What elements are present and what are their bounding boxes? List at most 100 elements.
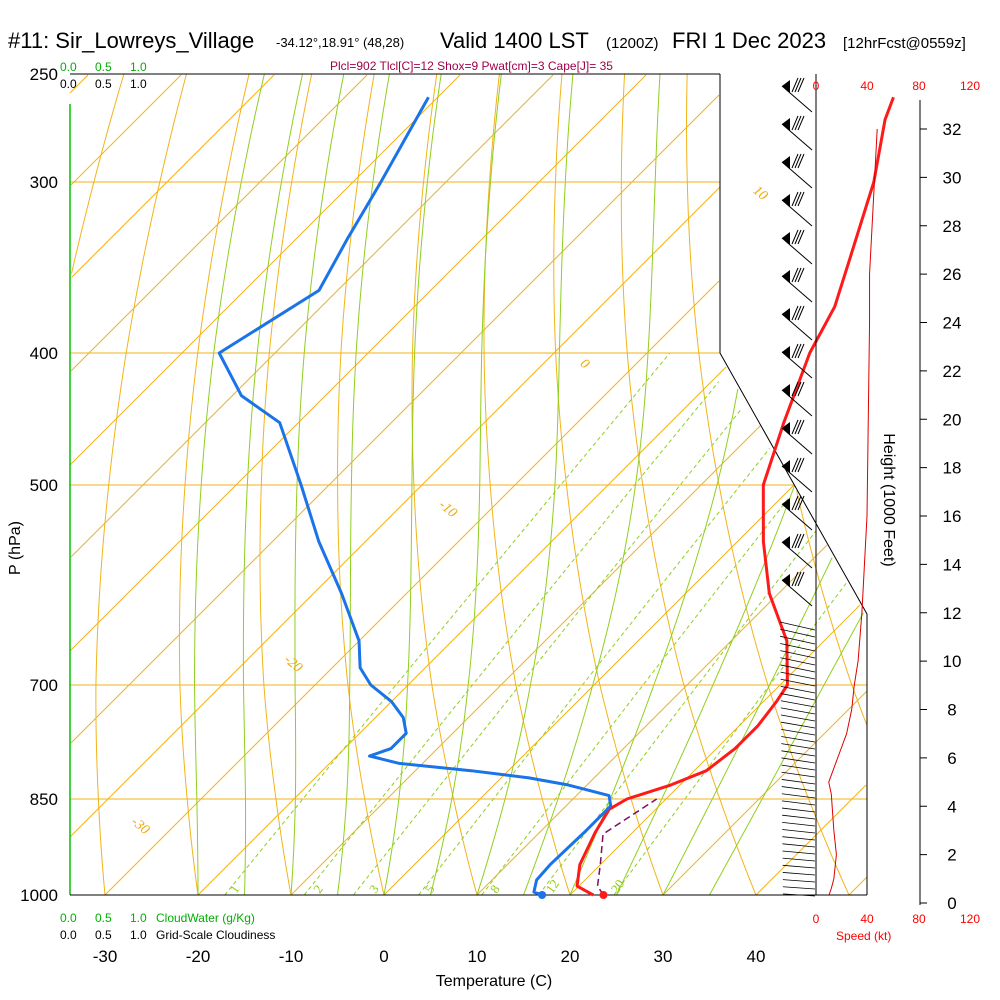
- temperature-profile: [575, 96, 895, 897]
- low-level-wind-barb: [780, 635, 816, 645]
- height-tick-label: 2: [947, 846, 956, 865]
- wind-barb-flag: [782, 118, 790, 131]
- low-level-wind-barb: [782, 893, 816, 897]
- isotherm-line: [569, 604, 861, 896]
- isotherm-line: [70, 74, 368, 372]
- dry-adiabat-label: 10: [750, 183, 770, 203]
- speed-bottom-0: 0: [813, 912, 820, 926]
- wind-barb-feather: [794, 533, 802, 549]
- mixing-ratio-line: [303, 381, 719, 896]
- low-level-wind-barb: [780, 678, 816, 687]
- dry-adiabat-label: 0: [577, 356, 592, 372]
- low-level-wind-barb: [781, 757, 816, 764]
- wind-barb-feather: [791, 533, 799, 549]
- low-level-wind-barb: [782, 850, 816, 855]
- temperature-axis-label: Temperature (C): [436, 973, 552, 990]
- wind-barb-feather: [791, 571, 799, 587]
- wind-barb-feather: [797, 571, 805, 587]
- temperature-tick-label: -30: [93, 947, 118, 966]
- speed-bottom-80: 80: [912, 912, 926, 926]
- temperature-ticks: -30 -20 -10 0 10 20 30 40: [93, 947, 766, 966]
- pressure-tick-label: 500: [30, 476, 58, 495]
- cloudiness-scale-1: 1.0: [130, 77, 147, 91]
- wind-barb-feather: [797, 495, 805, 511]
- height-tick-label: 22: [943, 362, 962, 381]
- low-level-wind-barb: [780, 650, 816, 659]
- wind-barb-feather: [791, 191, 799, 207]
- low-level-wind-barb: [779, 621, 816, 631]
- low-level-wind-barb: [781, 721, 816, 729]
- wind-barb-flag: [782, 156, 790, 169]
- surface-dewpoint-dot: [538, 891, 547, 899]
- isotherm-line: [69, 74, 89, 94]
- surface-temperature-dot: [599, 891, 608, 899]
- isotherm-line: [69, 74, 647, 652]
- wind-barb-feather: [794, 381, 802, 397]
- pressure-tick-label: 700: [30, 676, 58, 695]
- moist-adiabat-line: [569, 388, 739, 896]
- low-level-wind-barb: [782, 829, 816, 834]
- wind-barb-flag: [782, 422, 790, 435]
- plot-right-diagonal-border: [719, 352, 868, 895]
- dewpoint-profile: [217, 96, 613, 897]
- wind-barb-feather: [794, 571, 802, 587]
- forecast-date: FRI 1 Dec 2023: [672, 28, 826, 53]
- wind-barb-feather: [797, 381, 805, 397]
- temperature-tick-label: 20: [561, 947, 580, 966]
- temperature-tick-label: 40: [747, 947, 766, 966]
- cloudwater-bottom-1: 1.0: [130, 911, 147, 925]
- wind-barb-feather: [797, 77, 805, 93]
- height-tick-label: 28: [943, 217, 962, 236]
- mixing-ratio-line: [224, 352, 671, 896]
- cloudwater-label: CloudWater (g/Kg): [156, 911, 255, 925]
- low-level-wind-barb: [782, 836, 816, 841]
- pressure-axis-label: P (hPa): [7, 521, 24, 575]
- height-tick-label: 8: [947, 701, 956, 720]
- utc-time: (1200Z): [606, 35, 659, 52]
- cloudwater-bottom-0: 0.0: [60, 911, 77, 925]
- wind-barb-feather: [794, 267, 802, 283]
- isotherm-line: [848, 876, 868, 896]
- wind-barb-feather: [794, 419, 802, 435]
- height-tick-label: 30: [943, 168, 962, 187]
- low-level-wind-barb: [781, 764, 816, 771]
- pressure-ticks: 1000 850 700 500 400 300 250: [20, 65, 58, 905]
- moist-adiabat-line: [290, 73, 345, 896]
- low-level-wind-barb: [780, 700, 816, 708]
- temperature-tick-label: -20: [186, 947, 211, 966]
- wind-barb-feather: [791, 115, 799, 131]
- wind-barb-feather: [791, 77, 799, 93]
- wind-barb-feather: [794, 115, 802, 131]
- dry-adiabat-line: [178, 73, 250, 896]
- dry-adiabat-line: [620, 73, 757, 896]
- wind-barb-flag: [782, 194, 790, 207]
- low-level-wind-barb: [782, 814, 816, 820]
- dry-adiabat-line: [553, 73, 664, 896]
- top-cloud-scale: 0.0 0.5 1.0 0.0 0.5 1.0: [60, 60, 147, 91]
- wind-barb-feather: [791, 153, 799, 169]
- sounding-profiles: [217, 96, 895, 899]
- temperature-tick-label: 10: [468, 947, 487, 966]
- dry-adiabat-line: [259, 73, 313, 896]
- wind-barb-flag: [782, 80, 790, 93]
- wind-barb-feather: [791, 457, 799, 473]
- cloudwater-scale-05: 0.5: [95, 60, 112, 74]
- mixing-ratio-label: 8: [487, 882, 503, 896]
- height-tick-label: 32: [943, 120, 962, 139]
- low-level-wind-barb: [781, 736, 816, 743]
- dry-adiabat-line: [95, 73, 187, 896]
- height-tick-label: 14: [943, 555, 962, 574]
- low-level-wind-barb: [780, 686, 816, 694]
- low-level-wind-barb: [781, 771, 816, 778]
- moist-adiabat-line: [662, 557, 833, 896]
- mixing-ratio-label: 2: [310, 882, 326, 896]
- wind-barb-feather: [794, 495, 802, 511]
- speed-top-0: 0: [813, 79, 820, 93]
- moist-adiabat-line: [194, 73, 265, 896]
- low-level-wind-barb: [780, 657, 816, 666]
- low-level-wind-barb: [781, 786, 816, 792]
- station-coords: -34.12°,18.91° (48,28): [276, 35, 404, 50]
- wind-barb-flag: [782, 346, 790, 359]
- low-level-wind-barb: [782, 872, 816, 876]
- wind-barb-feather: [794, 457, 802, 473]
